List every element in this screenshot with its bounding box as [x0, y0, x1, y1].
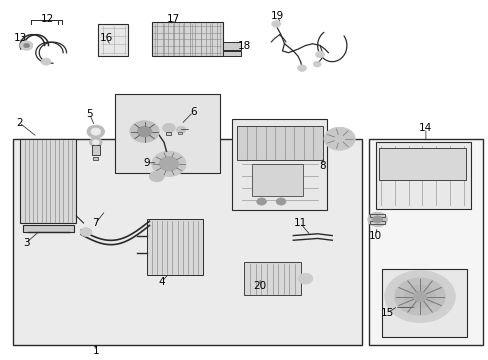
Bar — [369, 215, 384, 217]
Circle shape — [149, 171, 163, 182]
Circle shape — [404, 285, 435, 308]
Bar — [147, 220, 203, 275]
Text: 13: 13 — [14, 33, 27, 43]
Bar — [177, 132, 181, 134]
Text: 6: 6 — [190, 107, 196, 117]
Text: 3: 3 — [22, 238, 29, 248]
Bar — [381, 269, 467, 337]
Text: 14: 14 — [418, 123, 431, 133]
Bar — [93, 157, 98, 160]
Bar — [237, 126, 322, 160]
Circle shape — [23, 43, 29, 48]
Circle shape — [130, 121, 159, 142]
Bar — [368, 139, 483, 345]
Circle shape — [256, 198, 266, 205]
Text: 9: 9 — [143, 158, 150, 168]
Circle shape — [315, 51, 324, 58]
Bar — [375, 142, 470, 209]
Bar — [115, 94, 220, 173]
Circle shape — [162, 123, 175, 133]
Circle shape — [92, 140, 99, 145]
Text: 12: 12 — [41, 14, 54, 24]
Circle shape — [324, 127, 354, 150]
Circle shape — [20, 41, 33, 50]
Bar — [244, 262, 300, 295]
Bar — [20, 139, 76, 223]
Bar — [232, 119, 327, 211]
Circle shape — [298, 273, 312, 284]
Circle shape — [412, 292, 426, 302]
Circle shape — [91, 128, 101, 135]
Bar — [98, 24, 128, 56]
Text: 1: 1 — [92, 346, 99, 356]
Bar — [92, 145, 100, 155]
Circle shape — [367, 212, 386, 226]
Circle shape — [276, 198, 285, 205]
Bar — [152, 22, 222, 56]
Circle shape — [80, 228, 92, 236]
Circle shape — [87, 125, 104, 138]
Bar — [166, 132, 171, 135]
Circle shape — [159, 157, 178, 171]
Bar — [222, 42, 241, 50]
Text: 2: 2 — [16, 118, 22, 128]
Text: 10: 10 — [368, 231, 381, 240]
Circle shape — [271, 21, 280, 27]
Bar — [13, 139, 361, 345]
Circle shape — [297, 65, 306, 71]
Text: 18: 18 — [237, 41, 251, 50]
Circle shape — [313, 61, 321, 67]
Bar — [378, 148, 466, 180]
Circle shape — [89, 138, 102, 147]
Bar — [222, 50, 241, 56]
Text: 4: 4 — [158, 277, 164, 287]
Circle shape — [384, 271, 454, 322]
Text: 11: 11 — [293, 218, 306, 228]
Text: 17: 17 — [167, 14, 180, 24]
Bar — [22, 225, 74, 232]
Circle shape — [394, 278, 445, 315]
Circle shape — [176, 126, 185, 134]
Circle shape — [41, 58, 51, 65]
Text: 7: 7 — [92, 218, 99, 228]
Circle shape — [372, 216, 382, 223]
Text: 20: 20 — [253, 281, 266, 291]
Text: 15: 15 — [380, 308, 393, 318]
Circle shape — [137, 126, 152, 137]
Text: 8: 8 — [319, 161, 325, 171]
Bar — [369, 221, 384, 224]
Bar — [251, 164, 303, 196]
Circle shape — [152, 151, 185, 176]
Text: 19: 19 — [270, 11, 283, 21]
Text: 16: 16 — [99, 33, 112, 43]
Text: 5: 5 — [86, 109, 93, 119]
